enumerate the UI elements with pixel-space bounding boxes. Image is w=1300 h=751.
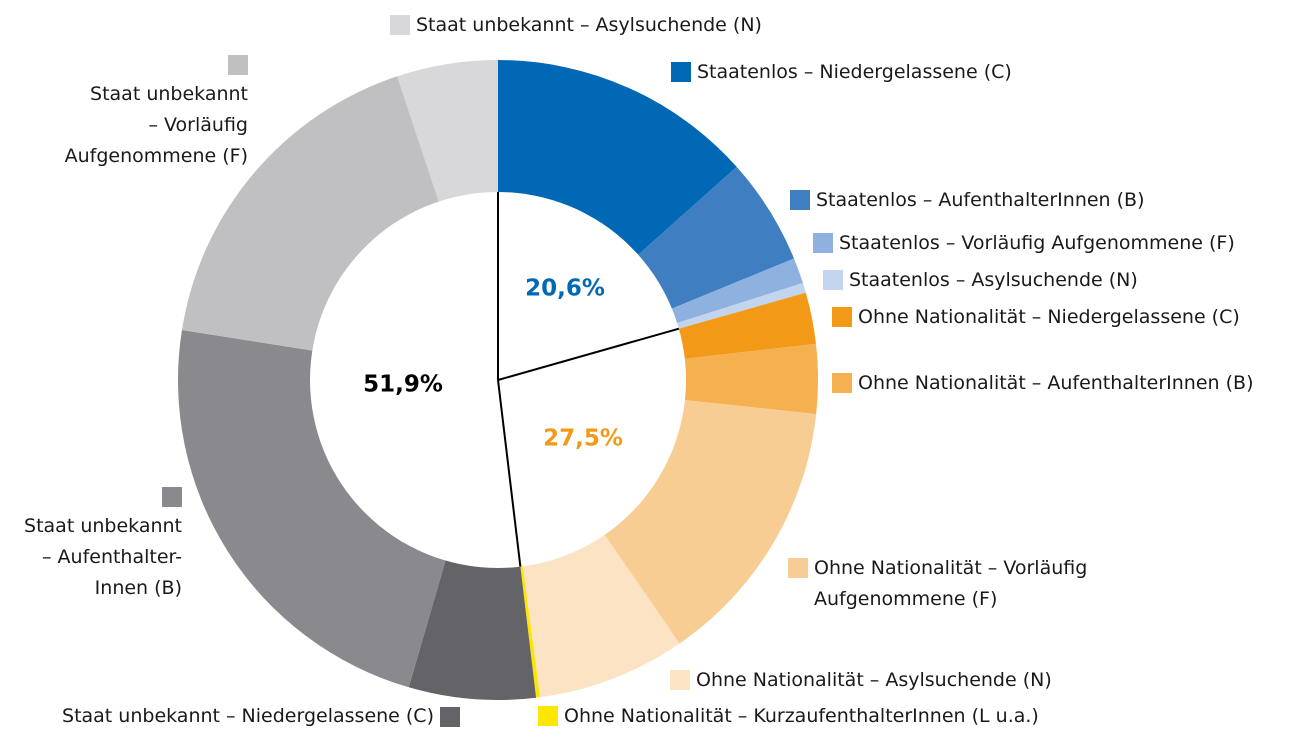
legend-item: Staat unbekannt – Aufenthalter- Innen (B…: [24, 487, 182, 604]
legend-label: Staat unbekannt – Niedergelassene (C): [62, 705, 434, 727]
legend-label: Ohne Nationalität – AufenthalterInnen (B…: [858, 372, 1254, 394]
legend-label: Ohne Nationalität – Vorläufig Aufgenomme…: [814, 557, 1088, 610]
legend-item: Ohne Nationalität – AufenthalterInnen (B…: [832, 368, 1253, 399]
legend-label: Staat unbekannt – Aufenthalter- Innen (B…: [24, 515, 182, 599]
legend-label: Staatenlos – Vorläufig Aufgenommene (F): [839, 232, 1235, 254]
group-divider: [497, 327, 680, 381]
legend-item: Ohne Nationalität – Asylsuchende (N): [670, 665, 1052, 696]
group-label: 51,9%: [363, 372, 443, 398]
legend-label: Ohne Nationalität – Niedergelassene (C): [858, 306, 1240, 328]
legend-item: Staatenlos – Asylsuchende (N): [823, 265, 1138, 296]
legend-item: Staatenlos – Vorläufig Aufgenommene (F): [813, 228, 1235, 259]
legend-label: Staatenlos – AufenthalterInnen (B): [816, 189, 1145, 211]
legend-swatch: [390, 15, 410, 35]
legend-item: Staat unbekannt – Vorläufig Aufgenommene…: [65, 55, 248, 172]
legend-label: Ohne Nationalität – KurzaufenthalterInne…: [564, 705, 1039, 727]
legend-item: Staatenlos – AufenthalterInnen (B): [790, 185, 1145, 216]
legend-item: Staat unbekannt – Asylsuchende (N): [390, 10, 762, 41]
legend-label: Staatenlos – Niedergelassene (C): [697, 61, 1012, 83]
legend-label: Staat unbekannt – Asylsuchende (N): [416, 14, 762, 36]
legend-swatch: [832, 373, 852, 393]
legend-swatch: [670, 670, 690, 690]
legend-swatch: [228, 55, 248, 75]
legend-label: Staat unbekannt – Vorläufig Aufgenommene…: [64, 83, 248, 167]
legend-item: Staat unbekannt – Niedergelassene (C): [62, 701, 460, 732]
legend-swatch: [813, 233, 833, 253]
legend-label: Staatenlos – Asylsuchende (N): [849, 269, 1138, 291]
legend-swatch: [832, 307, 852, 327]
legend-item: Ohne Nationalität – KurzaufenthalterInne…: [538, 701, 1039, 732]
legend-item: Staatenlos – Niedergelassene (C): [671, 57, 1012, 88]
legend-item: Ohne Nationalität – Vorläufig Aufgenomme…: [788, 553, 1087, 615]
group-label: 20,6%: [525, 276, 605, 302]
legend-swatch: [162, 487, 182, 507]
legend-swatch: [790, 190, 810, 210]
legend-label: Ohne Nationalität – Asylsuchende (N): [696, 669, 1052, 691]
legend-item: Ohne Nationalität – Niedergelassene (C): [832, 302, 1240, 333]
legend-swatch: [823, 270, 843, 290]
legend-swatch: [788, 558, 808, 578]
legend-swatch: [671, 62, 691, 82]
group-label: 27,5%: [543, 426, 623, 452]
group-divider: [497, 379, 522, 567]
legend-swatch: [538, 706, 558, 726]
legend-swatch: [440, 706, 460, 727]
